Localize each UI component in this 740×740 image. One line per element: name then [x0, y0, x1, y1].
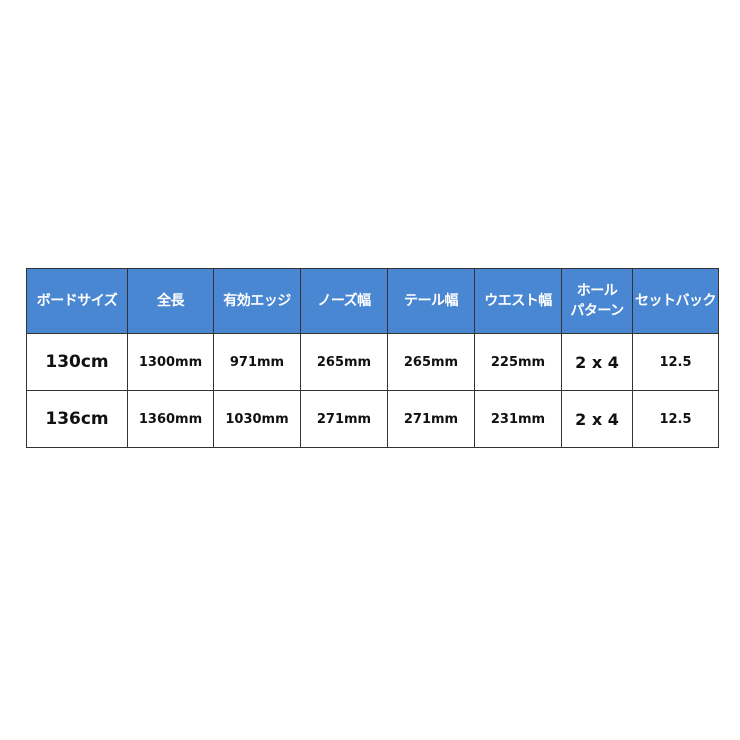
cell-nose-width: 271mm: [300, 390, 388, 448]
cell-nose-width: 265mm: [300, 333, 388, 391]
cell-board-size: 130cm: [26, 333, 128, 391]
table-row: 130cm 1300mm 971mm 265mm 265mm 225mm 2 x…: [26, 333, 719, 391]
header-hole-pattern: ホール パターン: [561, 268, 633, 334]
cell-tail-width: 271mm: [387, 390, 475, 448]
cell-tail-width: 265mm: [387, 333, 475, 391]
cell-board-size: 136cm: [26, 390, 128, 448]
cell-setback: 12.5: [632, 390, 719, 448]
table-row: 136cm 1360mm 1030mm 271mm 271mm 231mm 2 …: [26, 390, 719, 448]
spec-table: ボードサイズ 全長 有効エッジ ノーズ幅 テール幅 ウエスト幅 ホール パターン…: [26, 268, 719, 448]
cell-waist-width: 225mm: [474, 333, 562, 391]
header-total-length: 全長: [127, 268, 214, 334]
cell-total-length: 1300mm: [127, 333, 214, 391]
header-setback: セットバック: [632, 268, 719, 334]
cell-hole-pattern: 2 x 4: [561, 333, 633, 391]
header-board-size: ボードサイズ: [26, 268, 128, 334]
cell-waist-width: 231mm: [474, 390, 562, 448]
cell-total-length: 1360mm: [127, 390, 214, 448]
header-effective-edge: 有効エッジ: [213, 268, 301, 334]
header-nose-width: ノーズ幅: [300, 268, 388, 334]
cell-hole-pattern: 2 x 4: [561, 390, 633, 448]
cell-effective-edge: 971mm: [213, 333, 301, 391]
header-waist-width: ウエスト幅: [474, 268, 562, 334]
cell-setback: 12.5: [632, 333, 719, 391]
cell-effective-edge: 1030mm: [213, 390, 301, 448]
header-row: ボードサイズ 全長 有効エッジ ノーズ幅 テール幅 ウエスト幅 ホール パターン…: [26, 268, 719, 334]
header-tail-width: テール幅: [387, 268, 475, 334]
